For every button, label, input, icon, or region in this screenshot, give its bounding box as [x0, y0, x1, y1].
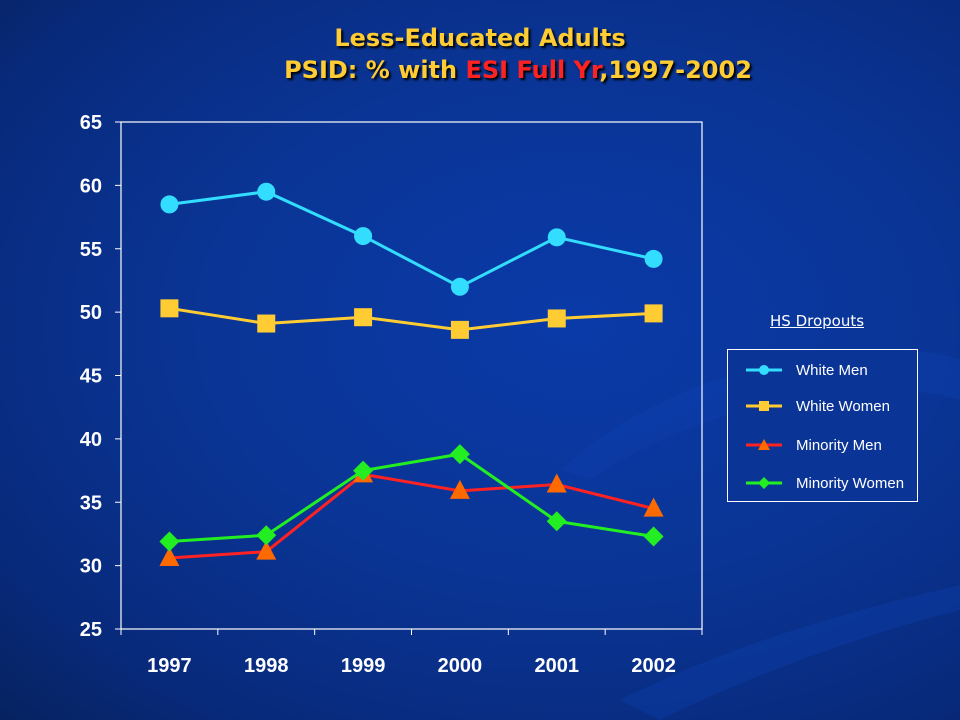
data-point-white-men — [547, 228, 566, 247]
data-point-white-women — [547, 309, 566, 328]
legend-swatch-minority-women — [746, 477, 782, 489]
data-point-white-men — [257, 182, 276, 201]
y-tick-label: 40 — [80, 429, 102, 451]
y-tick-label: 30 — [80, 556, 102, 578]
legend-item-minority-men: Minority Men — [744, 435, 882, 455]
data-point-white-men — [644, 249, 663, 268]
legend-label: White Men — [796, 361, 868, 379]
y-tick-label: 50 — [80, 302, 102, 324]
legend-label: Minority Women — [796, 474, 905, 492]
legend-swatch-white-women — [746, 401, 782, 411]
y-tick-label: 55 — [80, 239, 102, 261]
data-point-white-men — [160, 195, 179, 214]
data-point-minority-men — [449, 479, 470, 499]
legend-item-minority-women: Minority Women — [744, 473, 904, 493]
title-suffix: ,1997-2002 — [599, 56, 752, 84]
legend-item-white-women: White Women — [744, 396, 890, 416]
legend-swatch-white-men — [746, 365, 782, 375]
data-point-minority-women — [353, 460, 374, 481]
series-line-white-women — [169, 306, 654, 332]
legend-swatch-minority-men — [746, 439, 782, 450]
data-point-minority-men — [159, 547, 180, 567]
title-line-2: PSID: % with ESI Full Yr,1997-2002 — [38, 54, 960, 86]
legend-label: White Women — [796, 397, 890, 415]
series-line-white-men — [169, 190, 654, 289]
data-point-minority-women — [449, 444, 470, 465]
legend-item-white-men: White Men — [744, 360, 868, 380]
data-point-minority-men — [546, 473, 567, 493]
data-point-minority-women — [546, 511, 567, 532]
title-line-1: Less-Educated Adults — [334, 24, 626, 52]
y-tick-label: 65 — [80, 112, 102, 134]
y-tick-label: 45 — [80, 366, 102, 388]
data-point-white-women — [450, 320, 469, 339]
y-tick-label: 25 — [80, 619, 102, 641]
data-point-minority-women — [159, 531, 180, 552]
x-tick-label: 1999 — [341, 655, 386, 677]
data-point-minority-women — [256, 525, 277, 546]
data-point-white-women — [644, 304, 663, 323]
data-point-minority-men — [643, 497, 664, 517]
x-tick-label: 1998 — [244, 655, 289, 677]
title-highlight: ESI Full Yr — [465, 56, 600, 84]
x-tick-label: 2000 — [438, 655, 483, 677]
data-point-minority-men — [256, 540, 277, 560]
x-tick-label: 2002 — [631, 655, 676, 677]
data-point-minority-women — [643, 526, 664, 547]
x-tick-label: 1997 — [147, 655, 192, 677]
title-prefix: PSID: % with — [284, 56, 466, 84]
series-line-minority-men — [169, 472, 654, 560]
hs-dropouts-note: HS Dropouts — [770, 312, 865, 330]
chart-title: Less-Educated Adults PSID: % with ESI Fu… — [0, 22, 960, 86]
x-tick-label: 2001 — [535, 655, 580, 677]
data-point-white-men — [354, 227, 373, 246]
legend: White Men White Women Minority Men Minor… — [727, 349, 918, 502]
legend-label: Minority Men — [796, 436, 882, 454]
series-line-minority-women — [169, 452, 654, 544]
y-tick-label: 35 — [80, 492, 102, 514]
y-tick-label: 60 — [80, 175, 102, 197]
data-point-white-men — [450, 277, 469, 296]
data-point-white-women — [354, 308, 373, 327]
data-point-white-women — [160, 299, 179, 318]
data-point-white-women — [257, 314, 276, 333]
